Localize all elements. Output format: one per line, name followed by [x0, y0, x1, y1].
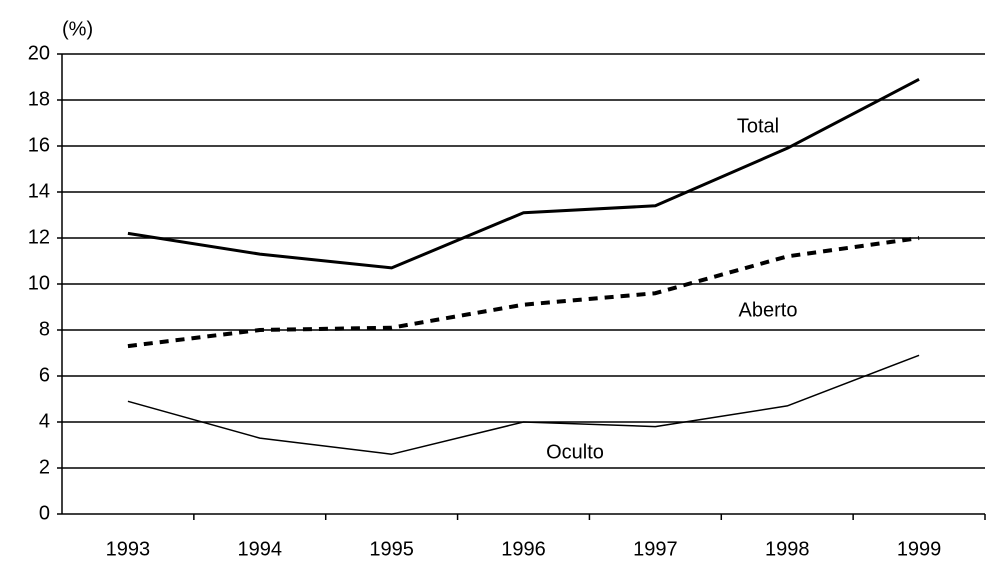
x-tick-label: 1995	[369, 538, 414, 560]
series-line	[127, 236, 920, 349]
y-tick-label: 20	[28, 42, 50, 64]
y-tick-label: 2	[39, 456, 50, 478]
x-tick-label: 1993	[106, 538, 151, 560]
y-tick-label: 12	[28, 226, 50, 248]
x-tick-label: 1999	[897, 538, 942, 560]
series-label: Aberto	[739, 299, 798, 321]
series-label: Oculto	[546, 441, 604, 463]
y-tick-label: 18	[28, 88, 50, 110]
y-tick-label: 4	[39, 410, 50, 432]
y-tick-label: 6	[39, 364, 50, 386]
y-axis-label: (%)	[62, 18, 93, 40]
y-tick-label: 0	[39, 502, 50, 524]
y-tick-label: 16	[28, 134, 50, 156]
y-tick-label: 14	[28, 180, 50, 202]
y-tick-label: 10	[28, 272, 50, 294]
series-line	[127, 354, 920, 455]
x-tick-label: 1996	[501, 538, 546, 560]
x-tick-label: 1998	[765, 538, 810, 560]
y-tick-label: 8	[39, 318, 50, 340]
series-label: Total	[737, 115, 779, 137]
x-tick-label: 1994	[238, 538, 283, 560]
series-line	[127, 77, 920, 270]
x-tick-label: 1997	[633, 538, 678, 560]
